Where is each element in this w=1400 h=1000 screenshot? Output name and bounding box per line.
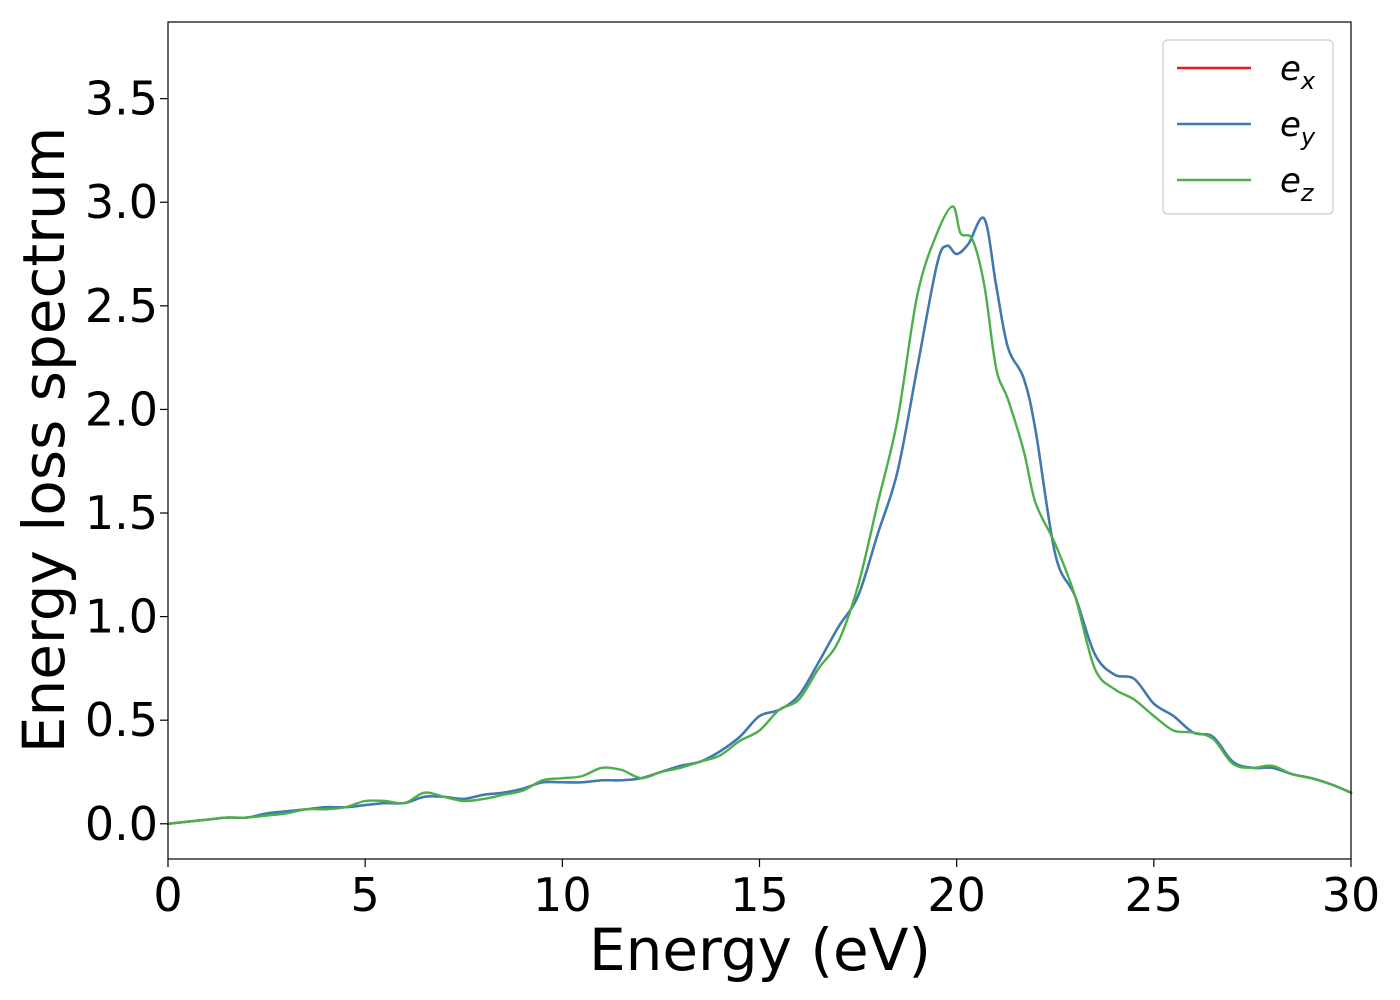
x-tick-label: 20 (927, 868, 986, 922)
y-axis-label: Energy loss spectrum (10, 127, 78, 753)
legend-box (1162, 39, 1334, 215)
x-tick-label: 0 (153, 868, 182, 922)
y-tick-label: 0.0 (85, 797, 158, 851)
y-tick-label: 0.5 (85, 693, 158, 747)
x-axis-label: Energy (eV) (589, 916, 931, 984)
x-tick-label: 30 (1322, 868, 1381, 922)
legend-label-y: ey (1280, 105, 1316, 151)
y-tick-label: 1.5 (85, 486, 158, 540)
legend-entries: ex ey ez (1177, 49, 1316, 207)
y-tick-label: 3.5 (85, 72, 158, 126)
series-line-z (166, 205, 1353, 825)
x-tick-label: 5 (351, 868, 380, 922)
legend-label-x: ex (1280, 49, 1316, 95)
legend-label-z: ez (1280, 161, 1315, 207)
y-axis-ticks: 0.0 0.5 1.0 1.5 2.0 2.5 3.0 3.5 (85, 72, 168, 851)
x-tick-label: 15 (730, 868, 789, 922)
plot-lines (166, 205, 1353, 825)
x-tick-label: 25 (1125, 868, 1184, 922)
y-tick-label: 1.0 (85, 590, 158, 644)
series-line-y (166, 216, 1353, 825)
series-line-x (166, 216, 1353, 825)
y-tick-label: 2.5 (85, 279, 158, 333)
y-tick-label: 2.0 (85, 382, 158, 436)
x-axis-ticks: 0 5 10 15 20 25 30 (153, 859, 1380, 922)
y-tick-label: 3.0 (85, 175, 158, 229)
legend: ex ey ez (1162, 39, 1334, 215)
x-tick-label: 10 (533, 868, 592, 922)
